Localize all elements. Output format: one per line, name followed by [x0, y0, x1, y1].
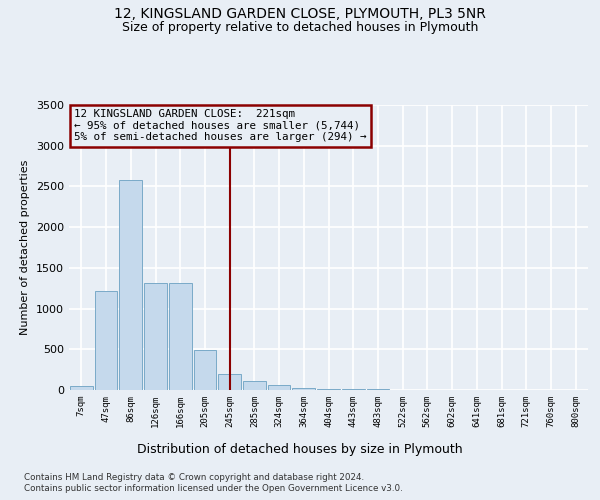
Bar [218, 374, 241, 390]
Y-axis label: Number of detached properties: Number of detached properties [20, 160, 31, 335]
Bar [342, 389, 365, 390]
Text: Distribution of detached houses by size in Plymouth: Distribution of detached houses by size … [137, 442, 463, 456]
Text: Contains public sector information licensed under the Open Government Licence v3: Contains public sector information licen… [24, 484, 403, 493]
Bar [292, 388, 315, 390]
Bar [95, 290, 118, 390]
Text: Contains HM Land Registry data © Crown copyright and database right 2024.: Contains HM Land Registry data © Crown c… [24, 472, 364, 482]
Bar [317, 389, 340, 390]
Bar [70, 386, 93, 390]
Text: 12 KINGSLAND GARDEN CLOSE:  221sqm
← 95% of detached houses are smaller (5,744)
: 12 KINGSLAND GARDEN CLOSE: 221sqm ← 95% … [74, 110, 367, 142]
Bar [119, 180, 142, 390]
Text: 12, KINGSLAND GARDEN CLOSE, PLYMOUTH, PL3 5NR: 12, KINGSLAND GARDEN CLOSE, PLYMOUTH, PL… [114, 8, 486, 22]
Bar [243, 380, 266, 390]
Bar [169, 284, 191, 390]
Bar [194, 350, 216, 390]
Bar [144, 284, 167, 390]
Bar [268, 384, 290, 390]
Text: Size of property relative to detached houses in Plymouth: Size of property relative to detached ho… [122, 21, 478, 34]
